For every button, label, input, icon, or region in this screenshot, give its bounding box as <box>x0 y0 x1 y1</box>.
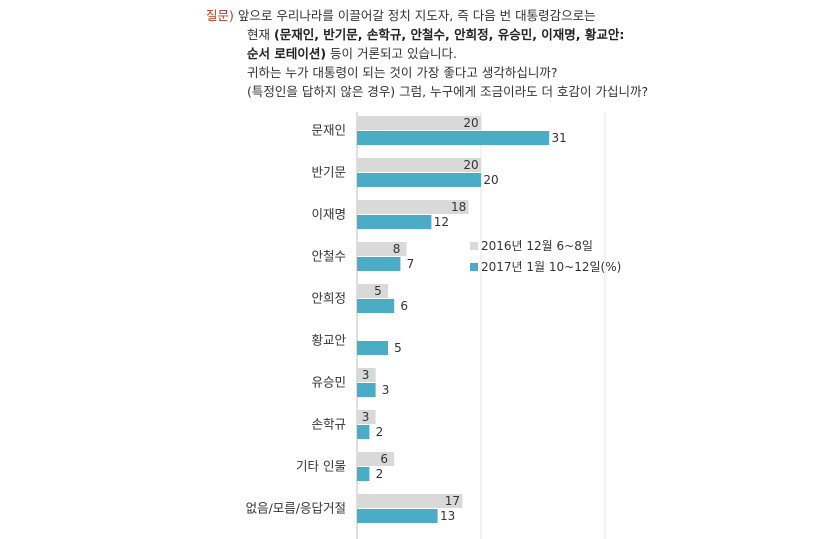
bar-jan-2017 <box>357 131 550 145</box>
bar-jan-2017 <box>357 509 438 523</box>
bar-dec-2016 <box>357 158 481 172</box>
data-label: 5 <box>394 341 402 355</box>
data-label: 20 <box>483 173 498 187</box>
data-label: 3 <box>362 368 370 382</box>
data-label: 20 <box>463 116 478 130</box>
question-line-4: 귀하는 누가 대통령이 되는 것이 가장 좋다고 생각하십니까? <box>206 63 806 82</box>
data-label: 2 <box>376 425 384 439</box>
question-line-5: (특정인을 답하지 않은 경우) 그럼, 누구에게 조금이라도 더 호감이 가십… <box>206 82 806 101</box>
category-label: 반기문 <box>311 165 346 180</box>
bar-dec-2016 <box>357 452 395 466</box>
data-label: 12 <box>434 215 449 229</box>
data-label: 6 <box>380 452 388 466</box>
question-line-1: 질문) 앞으로 우리나라를 이끌어갈 정치 지도자, 즉 다음 번 대통령감으로… <box>206 6 806 25</box>
question-text-1: 앞으로 우리나라를 이끌어갈 정치 지도자, 즉 다음 번 대통령감으로는 <box>237 8 596 23</box>
category-label: 유승민 <box>311 375 346 390</box>
bar-jan-2017 <box>357 257 401 271</box>
survey-question: 질문) 앞으로 우리나라를 이끌어갈 정치 지도자, 즉 다음 번 대통령감으로… <box>206 6 806 101</box>
bar-dec-2016 <box>357 368 376 382</box>
question-text-2-bold: (문재인, 반기문, 손학규, 안철수, 안희정, 유승민, 이재명, 황교안: <box>273 27 625 42</box>
data-label: 6 <box>400 299 408 313</box>
data-label: 31 <box>552 131 567 145</box>
bar-jan-2017 <box>357 299 395 313</box>
bar-jan-2017 <box>357 173 481 187</box>
bar-jan-2017 <box>357 467 370 481</box>
legend-swatch <box>470 263 478 271</box>
data-label: 3 <box>382 383 390 397</box>
legend-label: 2016년 12월 6~8일 <box>481 239 593 253</box>
data-label: 20 <box>463 158 478 172</box>
question-text-3-suffix: 등이 거론되고 있습니다. <box>326 46 457 61</box>
question-text-5: (특정인을 답하지 않은 경우) 그럼, 누구에게 조금이라도 더 호감이 가십… <box>247 84 649 99</box>
data-label: 3 <box>362 410 370 424</box>
question-text-4: 귀하는 누가 대통령이 되는 것이 가장 좋다고 생각하십니까? <box>247 65 558 80</box>
data-label: 13 <box>440 509 455 523</box>
bar-jan-2017 <box>357 341 388 355</box>
category-label: 손학규 <box>311 417 346 432</box>
bar-dec-2016 <box>357 410 376 424</box>
question-label: 질문) <box>206 8 234 23</box>
question-text-2-prefix: 현재 <box>247 27 274 42</box>
category-label: 이재명 <box>311 207 346 222</box>
question-line-2: 현재 (문재인, 반기문, 손학규, 안철수, 안희정, 유승민, 이재명, 황… <box>206 25 806 44</box>
data-label: 2 <box>376 467 384 481</box>
bar-dec-2016 <box>357 494 463 508</box>
data-label: 18 <box>451 200 466 214</box>
bar-jan-2017 <box>357 425 370 439</box>
data-label: 8 <box>393 242 401 256</box>
legend-label: 2017년 1월 10~12일(%) <box>481 260 621 274</box>
question-text-3-bold: 순서 로테이션) <box>247 46 327 61</box>
bar-dec-2016 <box>357 116 481 130</box>
data-label: 7 <box>407 257 415 271</box>
bar-dec-2016 <box>357 284 388 298</box>
category-label: 없음/모름/응답거절 <box>246 501 346 516</box>
bar-dec-2016 <box>357 200 469 214</box>
data-label: 5 <box>374 284 382 298</box>
category-label: 기타 인물 <box>296 459 346 474</box>
category-label: 문재인 <box>311 123 346 138</box>
category-label: 안희정 <box>311 291 346 306</box>
category-label: 황교안 <box>311 333 346 348</box>
question-line-3: 순서 로테이션) 등이 거론되고 있습니다. <box>206 44 806 63</box>
bar-dec-2016 <box>357 242 407 256</box>
bar-jan-2017 <box>357 383 376 397</box>
bar-jan-2017 <box>357 215 432 229</box>
legend-swatch <box>470 242 478 250</box>
category-label: 안철수 <box>311 249 346 264</box>
data-label: 17 <box>445 494 460 508</box>
